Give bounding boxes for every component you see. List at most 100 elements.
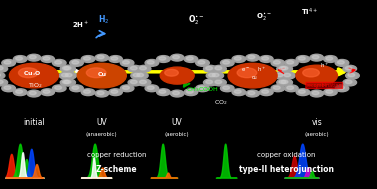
- Circle shape: [246, 90, 259, 97]
- Circle shape: [221, 85, 234, 92]
- Circle shape: [282, 72, 295, 79]
- Circle shape: [262, 90, 268, 93]
- Circle shape: [276, 73, 283, 77]
- Circle shape: [128, 65, 142, 72]
- Circle shape: [223, 61, 230, 64]
- Circle shape: [326, 90, 333, 93]
- Text: initial: initial: [23, 118, 45, 127]
- Circle shape: [337, 86, 344, 89]
- Circle shape: [196, 60, 209, 66]
- Circle shape: [279, 67, 286, 70]
- Circle shape: [343, 79, 357, 86]
- Text: UV: UV: [172, 118, 182, 127]
- Circle shape: [16, 57, 23, 60]
- Circle shape: [4, 86, 11, 89]
- Text: copper oxidation: copper oxidation: [257, 152, 316, 158]
- Circle shape: [281, 80, 288, 84]
- Circle shape: [210, 72, 224, 79]
- Circle shape: [323, 89, 337, 96]
- Text: CH$_3$COOH: CH$_3$COOH: [185, 85, 218, 94]
- Circle shape: [97, 55, 104, 59]
- Circle shape: [186, 90, 193, 93]
- Circle shape: [0, 65, 8, 72]
- Circle shape: [198, 86, 205, 89]
- Circle shape: [145, 85, 159, 92]
- Circle shape: [120, 85, 134, 92]
- Circle shape: [198, 61, 205, 64]
- Circle shape: [14, 89, 27, 96]
- Circle shape: [41, 56, 54, 62]
- Circle shape: [84, 90, 90, 93]
- Circle shape: [43, 57, 50, 60]
- Text: vis: vis: [311, 118, 322, 127]
- Text: (anaerobic): (anaerobic): [86, 132, 118, 137]
- Circle shape: [343, 65, 357, 72]
- Circle shape: [279, 80, 286, 84]
- Circle shape: [29, 91, 36, 95]
- Circle shape: [70, 85, 83, 92]
- Circle shape: [213, 79, 226, 86]
- Text: (aerobic): (aerobic): [304, 132, 329, 137]
- Text: Cu: Cu: [97, 72, 106, 77]
- Circle shape: [62, 65, 75, 72]
- Circle shape: [0, 72, 5, 79]
- Circle shape: [184, 89, 198, 96]
- Circle shape: [59, 72, 73, 79]
- Circle shape: [62, 79, 75, 86]
- Circle shape: [128, 79, 142, 86]
- Circle shape: [137, 73, 144, 77]
- Circle shape: [133, 73, 140, 77]
- Circle shape: [64, 80, 71, 84]
- Text: type-II heterojunction: type-II heterojunction: [239, 165, 334, 174]
- Circle shape: [335, 85, 349, 92]
- Circle shape: [335, 60, 349, 66]
- Circle shape: [312, 55, 319, 59]
- Circle shape: [303, 69, 319, 77]
- Circle shape: [64, 67, 71, 70]
- Circle shape: [16, 90, 23, 93]
- Circle shape: [204, 79, 217, 86]
- Circle shape: [70, 60, 83, 66]
- Circle shape: [81, 89, 95, 96]
- Circle shape: [208, 73, 215, 77]
- Circle shape: [234, 90, 241, 93]
- Circle shape: [284, 73, 291, 77]
- Circle shape: [0, 79, 8, 86]
- Text: recombination: recombination: [307, 83, 342, 88]
- Circle shape: [170, 54, 184, 61]
- Text: O$_2^{\bullet-}$: O$_2^{\bullet-}$: [188, 14, 204, 27]
- Circle shape: [273, 61, 280, 64]
- Circle shape: [312, 91, 319, 95]
- Circle shape: [86, 68, 106, 78]
- Circle shape: [262, 57, 268, 60]
- Circle shape: [157, 89, 170, 96]
- Circle shape: [130, 80, 137, 84]
- Circle shape: [52, 60, 66, 66]
- Text: 2H$^+$: 2H$^+$: [72, 20, 90, 30]
- Circle shape: [9, 63, 58, 88]
- Circle shape: [173, 55, 179, 59]
- Circle shape: [63, 72, 77, 79]
- Circle shape: [95, 54, 109, 61]
- Circle shape: [346, 72, 359, 79]
- Circle shape: [248, 55, 255, 59]
- Circle shape: [234, 57, 241, 60]
- Circle shape: [27, 54, 41, 61]
- Circle shape: [204, 65, 217, 72]
- Circle shape: [111, 90, 118, 93]
- Circle shape: [52, 85, 66, 92]
- Circle shape: [215, 67, 222, 70]
- Circle shape: [123, 86, 129, 89]
- Circle shape: [271, 60, 285, 66]
- Circle shape: [84, 57, 90, 60]
- Circle shape: [277, 65, 290, 72]
- Circle shape: [60, 65, 74, 72]
- Circle shape: [287, 86, 294, 89]
- Circle shape: [130, 67, 137, 70]
- Circle shape: [65, 73, 72, 77]
- Circle shape: [228, 63, 277, 88]
- Circle shape: [196, 85, 209, 92]
- Circle shape: [221, 60, 234, 66]
- Circle shape: [323, 56, 337, 62]
- Circle shape: [274, 72, 288, 79]
